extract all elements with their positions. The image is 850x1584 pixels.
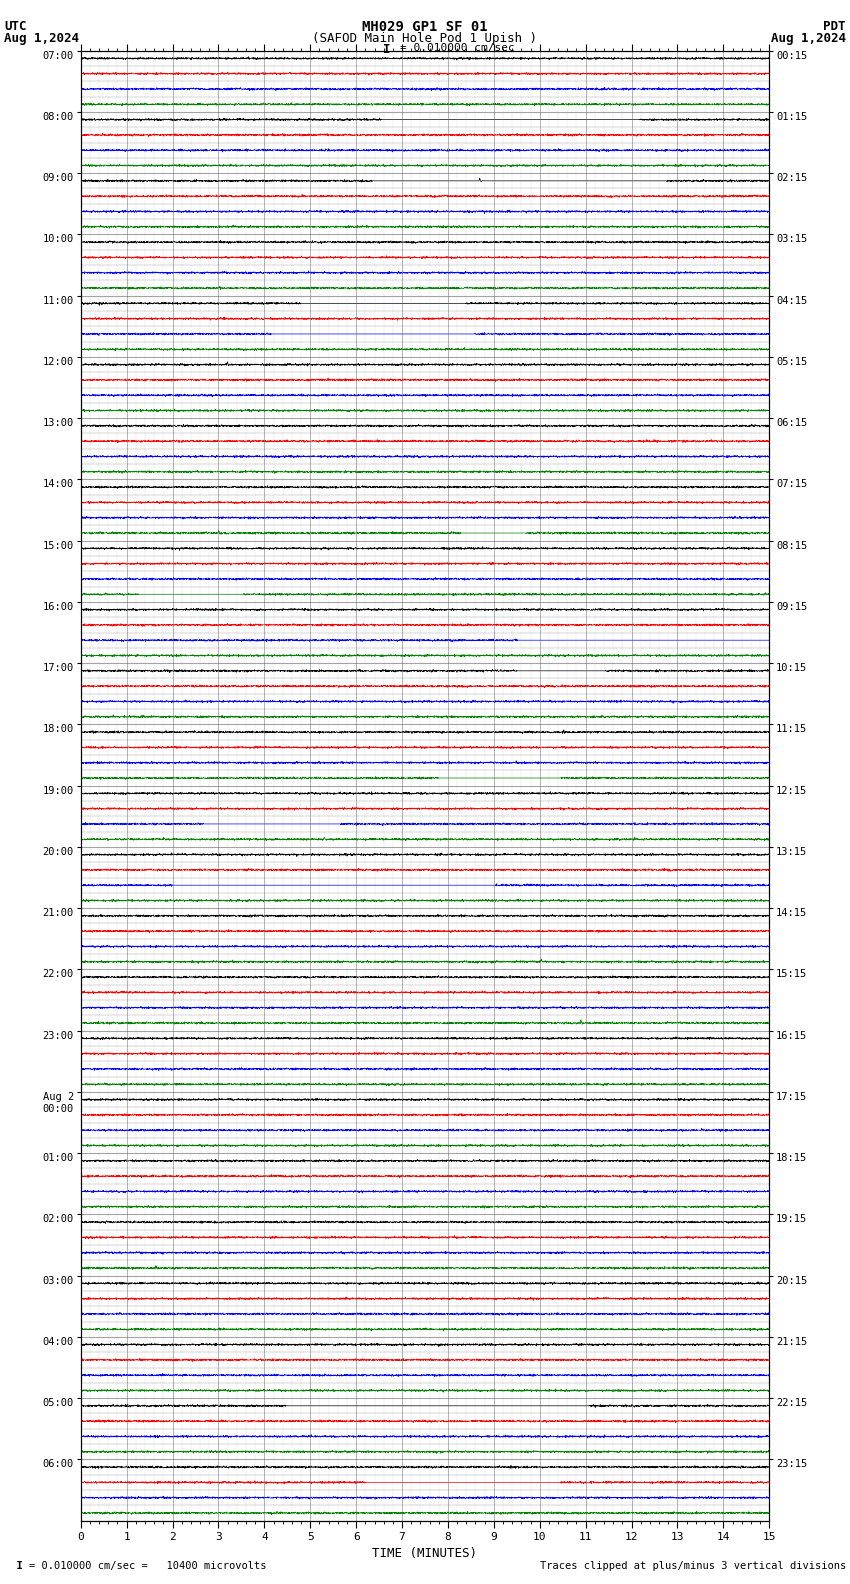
Text: I: I [383,43,390,55]
X-axis label: TIME (MINUTES): TIME (MINUTES) [372,1546,478,1560]
Text: MH029 GP1 SF 01: MH029 GP1 SF 01 [362,19,488,33]
Text: PDT: PDT [824,19,846,33]
Text: Aug 1,2024: Aug 1,2024 [4,32,79,44]
Text: (SAFOD Main Hole Pod 1 Upish ): (SAFOD Main Hole Pod 1 Upish ) [313,32,537,44]
Text: = 0.010000 cm/sec: = 0.010000 cm/sec [400,43,514,52]
Text: Traces clipped at plus/minus 3 vertical divisions: Traces clipped at plus/minus 3 vertical … [540,1562,846,1571]
Text: I: I [4,1562,23,1571]
Text: Aug 1,2024: Aug 1,2024 [771,32,846,44]
Text: UTC: UTC [4,19,26,33]
Text: I = 0.010000 cm/sec =   10400 microvolts: I = 0.010000 cm/sec = 10400 microvolts [4,1562,267,1571]
